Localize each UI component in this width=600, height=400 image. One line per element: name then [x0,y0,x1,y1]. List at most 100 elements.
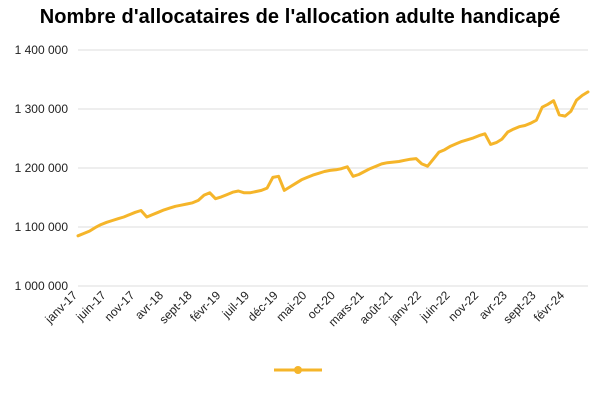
data-point [157,211,160,214]
data-point [489,143,492,146]
data-point [346,165,349,168]
data-point [277,175,280,178]
x-tick-label: janv-17 [42,288,81,327]
data-point [352,175,355,178]
data-point [512,128,515,131]
data-point [575,99,578,102]
data-point [88,230,91,233]
data-point [524,124,527,127]
data-point [420,162,423,165]
data-point [306,176,309,179]
data-point [168,207,171,210]
x-tick-label: août-21 [357,288,396,327]
data-point [438,151,441,154]
data-point [317,172,320,175]
data-point [455,142,458,145]
data-point [375,165,378,168]
y-tick-label: 1 100 000 [15,220,69,234]
data-point [541,106,544,109]
data-point [231,191,234,194]
data-point [243,191,246,194]
x-tick-label: nov-17 [102,288,138,324]
data-point [449,145,452,148]
data-point [248,191,251,194]
data-point [99,223,102,226]
data-point [260,189,263,192]
data-point [478,134,481,137]
data-point [94,226,97,229]
data-point [501,138,504,141]
data-point [334,168,337,171]
y-tick-label: 1 000 000 [15,279,69,293]
data-point [122,216,125,219]
data-point [546,103,549,106]
data-point [380,162,383,165]
data-point [552,99,555,102]
data-point [535,119,538,122]
data-point [300,178,303,181]
y-tick-label: 1 300 000 [15,102,69,116]
data-point [569,110,572,113]
data-point [203,194,206,197]
data-point [403,159,406,162]
data-point [289,185,292,188]
chart-title: Nombre d'allocataires de l'allocation ad… [39,6,561,28]
data-point [392,161,395,164]
data-point [254,190,257,193]
data-point [443,148,446,151]
x-tick-label: juin-22 [417,288,453,324]
data-point [432,158,435,161]
data-point [472,136,475,139]
data-point [386,161,389,164]
data-point [77,234,80,237]
data-point [180,204,183,207]
series-line [76,90,590,238]
x-tick-label: sept-18 [157,288,195,326]
data-point [208,191,211,194]
x-tick-label: févr-19 [187,288,224,325]
data-point [587,90,590,93]
data-point [357,173,360,176]
data-point [237,190,240,193]
x-tick-label: déc-19 [245,288,281,324]
y-tick-label: 1 200 000 [15,161,69,175]
data-point [294,182,297,185]
data-point [518,125,521,128]
data-point [220,195,223,198]
data-point [117,217,120,220]
data-point [558,113,561,116]
data-point [174,205,177,208]
data-point [82,232,85,235]
data-point [140,209,143,212]
x-tick-label: nov-22 [445,288,481,324]
data-point [128,213,131,216]
data-point [329,169,332,172]
data-point [163,208,166,211]
data-point [226,193,229,196]
data-point [409,158,412,161]
data-point [466,138,469,141]
data-point [266,187,269,190]
data-point [506,131,509,134]
data-point [311,174,314,177]
data-point [581,94,584,97]
data-point [415,157,418,160]
data-point [283,189,286,192]
data-point [323,170,326,173]
data-point [185,203,188,206]
data-point [105,221,108,224]
data-point [151,213,154,216]
data-point [564,115,567,118]
data-point [363,170,366,173]
data-point [214,197,217,200]
x-tick-label: sept-23 [500,288,538,326]
x-tick-label: juin-17 [73,288,109,324]
data-point [271,176,274,179]
x-tick-label: janv-22 [386,288,425,327]
data-point [145,216,148,219]
legend-marker [294,366,302,374]
x-tick-label: févr-24 [531,288,568,325]
data-point [460,140,463,143]
data-point [529,122,532,125]
